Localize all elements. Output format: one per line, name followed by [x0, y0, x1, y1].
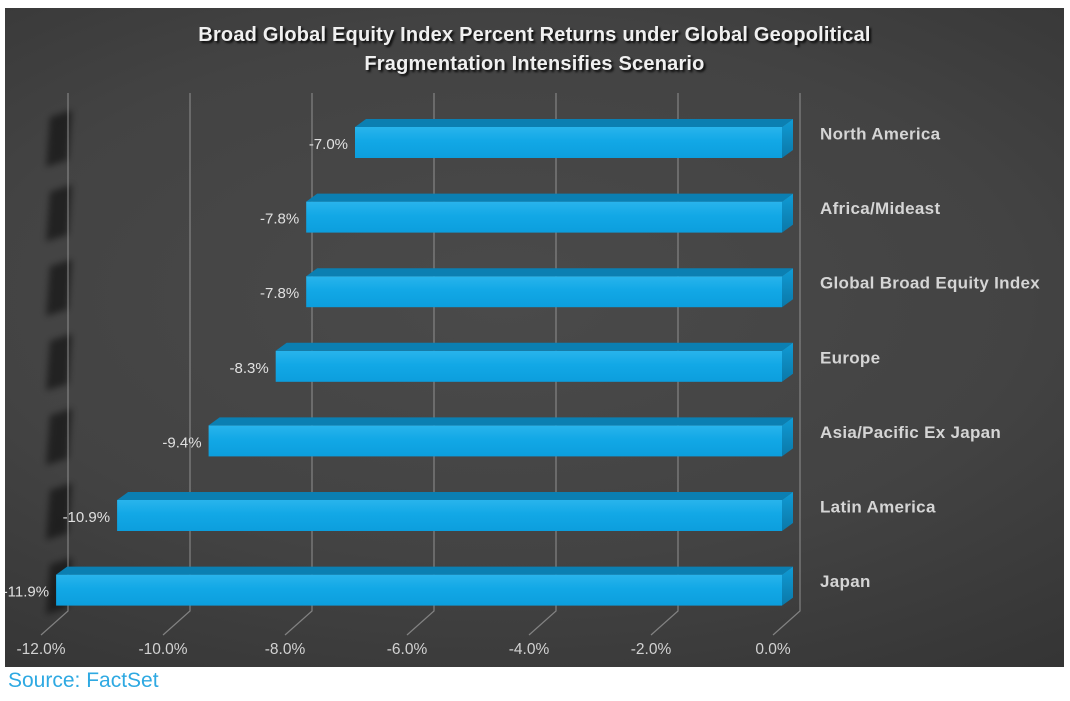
grid-line [284, 93, 313, 636]
category-label: Asia/Pacific Ex Japan [820, 423, 1001, 442]
bar-shadow [46, 408, 72, 466]
grid-line [40, 93, 69, 636]
chart-panel: Broad Global Equity Index Percent Return… [5, 8, 1064, 667]
category-label: Africa/Mideast [820, 199, 940, 218]
bar-top-face [117, 492, 794, 500]
bar-shadow [46, 110, 72, 167]
grid-line [406, 93, 435, 636]
bar-data-label: -9.4% [162, 434, 201, 451]
bar-side-face [782, 342, 793, 382]
chart-title-line2: Fragmentation Intensifies Scenario [364, 53, 705, 75]
bar-side-face [782, 566, 793, 606]
chart-title: Broad Global Equity Index Percent Return… [5, 21, 1064, 79]
grid-line [528, 93, 557, 636]
bar-data-label: -7.0% [309, 136, 348, 153]
bar-side-face [782, 492, 793, 531]
category-label: Europe [820, 348, 880, 367]
grid-line [650, 93, 679, 636]
bar-data-label: -7.8% [260, 285, 299, 302]
bar-side-face [782, 268, 793, 308]
axis-tick-label: -12.0% [16, 641, 65, 658]
bars [56, 119, 794, 606]
bar-top-face [208, 417, 794, 426]
bar-top-face [355, 119, 793, 127]
chart-title-line1: Broad Global Equity Index Percent Return… [198, 24, 871, 46]
bar-face [117, 500, 783, 531]
bar-side-face [782, 193, 793, 233]
axis-tick-label: -10.0% [138, 641, 187, 658]
axis-tick-label: 0.0% [755, 641, 791, 658]
bar-face [355, 127, 782, 158]
grid-line [162, 93, 191, 636]
bar-face [306, 201, 782, 233]
category-label: Japan [820, 572, 871, 591]
axis-tick-label: -6.0% [387, 641, 428, 658]
labels: -12.0% -10.0% -8.0% -6.0% -4.0% -2.0% 0.0% -7.0… [5, 124, 1040, 658]
grid-line [772, 93, 801, 636]
bar-data-label: -11.9% [5, 584, 49, 601]
axis-tick-label: -2.0% [631, 641, 672, 658]
bar-shadow [46, 483, 72, 540]
bar-top-face [306, 193, 793, 202]
category-label: Global Broad Equity Index [820, 274, 1040, 293]
bar-side-face [782, 119, 793, 158]
bar-shadow [46, 333, 72, 391]
bar-face [56, 574, 783, 606]
bar-top-face [306, 268, 793, 277]
bar-data-label: -10.9% [63, 509, 111, 526]
bar-face [275, 350, 782, 382]
category-label: Latin America [820, 497, 936, 516]
gridlines [40, 93, 801, 636]
bar-face [208, 425, 783, 457]
bar-side-face [782, 417, 793, 457]
bar-top-face [275, 342, 793, 351]
bar-shadow [46, 259, 72, 317]
bar-plot: -12.0% -10.0% -8.0% -6.0% -4.0% -2.0% 0.0% -7.0… [5, 93, 1040, 658]
bar-data-label: -7.8% [260, 211, 299, 228]
category-label: North America [820, 124, 941, 143]
axis-tick-label: -4.0% [509, 641, 550, 658]
source-credit: Source: FactSet [8, 669, 159, 692]
bar-data-label: -8.3% [230, 360, 269, 377]
bar-face [306, 276, 782, 308]
bar-shadow [46, 184, 72, 242]
axis-tick-label: -8.0% [265, 641, 306, 658]
bar-top-face [56, 566, 794, 575]
